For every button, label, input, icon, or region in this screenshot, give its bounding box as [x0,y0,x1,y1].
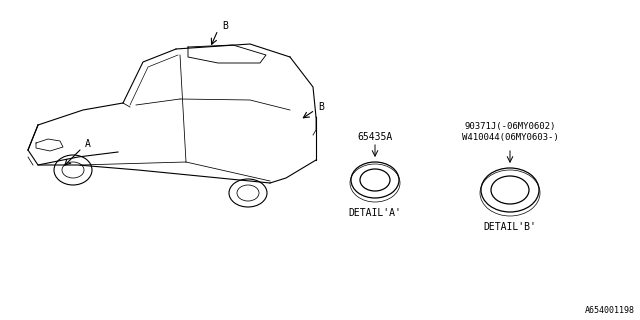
Text: A654001198: A654001198 [585,306,635,315]
Text: DETAIL'A': DETAIL'A' [349,208,401,218]
Text: B: B [222,21,228,31]
Text: DETAIL'B': DETAIL'B' [484,222,536,232]
Text: 65435A: 65435A [357,132,392,142]
Text: B: B [318,102,324,112]
Text: A: A [85,139,91,149]
Text: 90371J(-06MY0602)
W410044(06MY0603-): 90371J(-06MY0602) W410044(06MY0603-) [461,122,558,142]
